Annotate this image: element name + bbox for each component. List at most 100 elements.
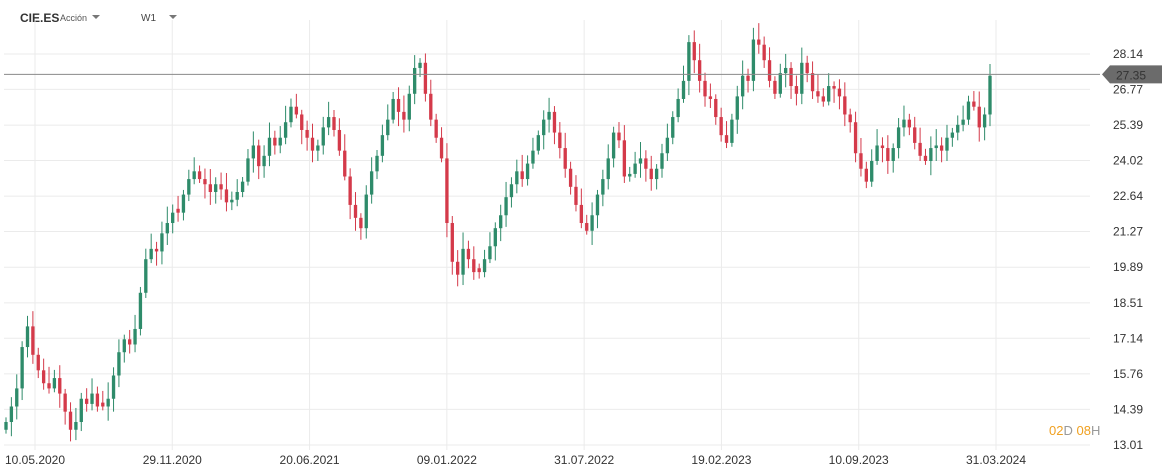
candle-body — [617, 132, 621, 141]
candle-body — [499, 215, 503, 229]
candle-body — [181, 194, 186, 213]
candle-body — [896, 127, 901, 149]
candle-body — [509, 184, 514, 198]
candle-body — [128, 339, 132, 345]
candle-body — [837, 88, 842, 97]
candle-body — [794, 86, 799, 94]
date-tick-label: 31.03.2024 — [966, 453, 1026, 467]
date-tick-label: 10.09.2023 — [829, 453, 889, 467]
candle-body — [332, 117, 336, 130]
candle-body — [310, 137, 315, 151]
candle-body — [4, 422, 8, 430]
candle-body — [235, 192, 239, 200]
price-tick-label: 24.02 — [1113, 153, 1143, 167]
candle-body — [880, 145, 885, 149]
price-tick-label: 18.51 — [1113, 296, 1143, 310]
candle-body — [439, 137, 444, 159]
price-tick-label: 17.14 — [1113, 331, 1143, 345]
candle-body — [294, 106, 299, 115]
candle-body — [246, 158, 250, 182]
candle-body — [875, 145, 879, 161]
candle-body — [41, 370, 46, 384]
candle-body — [176, 208, 180, 213]
candle-body — [300, 114, 304, 130]
candle-body — [504, 197, 508, 216]
instrument-type-label: Acción — [60, 13, 88, 23]
date-tick-label: 09.01.2022 — [417, 453, 477, 467]
candle-body — [703, 80, 707, 97]
candle-body — [283, 122, 288, 138]
candle-body — [359, 217, 363, 229]
timeframe-selector[interactable]: W1 — [141, 13, 156, 24]
candle-body — [343, 150, 347, 177]
candle-body — [810, 73, 815, 92]
candle-body — [907, 119, 912, 128]
candle-body — [746, 75, 750, 81]
candle-body — [950, 132, 955, 138]
candlestick-series — [4, 23, 992, 442]
candle-body — [757, 39, 761, 45]
candle-body — [25, 326, 30, 348]
candle-body — [585, 223, 589, 231]
candle-body — [654, 168, 659, 180]
candle-body — [493, 228, 497, 247]
candle-body — [208, 184, 212, 192]
candle-body — [74, 422, 78, 430]
timeframe-dropdown-chevron-down-icon[interactable] — [169, 15, 177, 19]
candle-body — [751, 39, 756, 81]
date-tick-label: 19.02.2023 — [691, 453, 751, 467]
candle-body — [848, 114, 852, 123]
candle-body — [891, 148, 895, 161]
candle-body — [773, 80, 777, 94]
candle-body — [789, 67, 793, 87]
candle-body — [520, 171, 524, 180]
candle-body — [558, 132, 562, 149]
candle-body — [477, 268, 481, 273]
candle-body — [224, 189, 229, 203]
candle-body — [628, 173, 632, 177]
symbol-dropdown-chevron-down-icon[interactable] — [92, 15, 100, 19]
countdown-days-value: 02 — [1049, 423, 1064, 438]
candle-body — [219, 184, 223, 190]
candle-body — [649, 168, 653, 180]
candle-body — [816, 91, 820, 97]
candle-body — [305, 129, 309, 138]
symbol-label[interactable]: CIE.ES — [20, 11, 60, 25]
candle-body — [611, 132, 616, 159]
candle-body — [740, 75, 745, 97]
candle-body — [391, 98, 395, 120]
candle-body — [800, 62, 804, 94]
candle-body — [418, 62, 422, 68]
candle-body — [149, 248, 153, 260]
candle-body — [515, 171, 519, 185]
candle-body — [982, 114, 987, 128]
candle-body — [687, 42, 691, 81]
candle-body — [31, 326, 35, 355]
candle-body — [633, 163, 637, 174]
date-tick-label: 20.06.2021 — [280, 453, 340, 467]
candle-body — [402, 111, 406, 120]
candle-body — [622, 140, 627, 177]
candle-body — [412, 67, 417, 94]
candle-body — [714, 98, 718, 118]
candle-body — [762, 44, 766, 61]
candle-body — [251, 145, 256, 159]
candle-body — [90, 393, 94, 404]
price-tick-label: 22.64 — [1113, 189, 1143, 203]
candle-body — [482, 259, 487, 273]
candle-body — [68, 411, 73, 430]
candle-body — [579, 204, 584, 224]
candle-body — [160, 233, 164, 252]
candle-countdown: 02D 08H — [1049, 423, 1100, 438]
candle-body — [407, 93, 411, 120]
candle-body — [165, 223, 169, 234]
candle-body — [423, 62, 428, 94]
candle-body — [375, 155, 379, 172]
candle-body — [568, 168, 573, 187]
time-axis: 10.05.2020 29.11.2020 20.06.2021 09.01.2022… — [5, 453, 1026, 467]
candle-body — [531, 150, 535, 164]
candle-body — [988, 75, 992, 115]
candle-body — [95, 393, 100, 407]
candle-body — [601, 179, 605, 195]
